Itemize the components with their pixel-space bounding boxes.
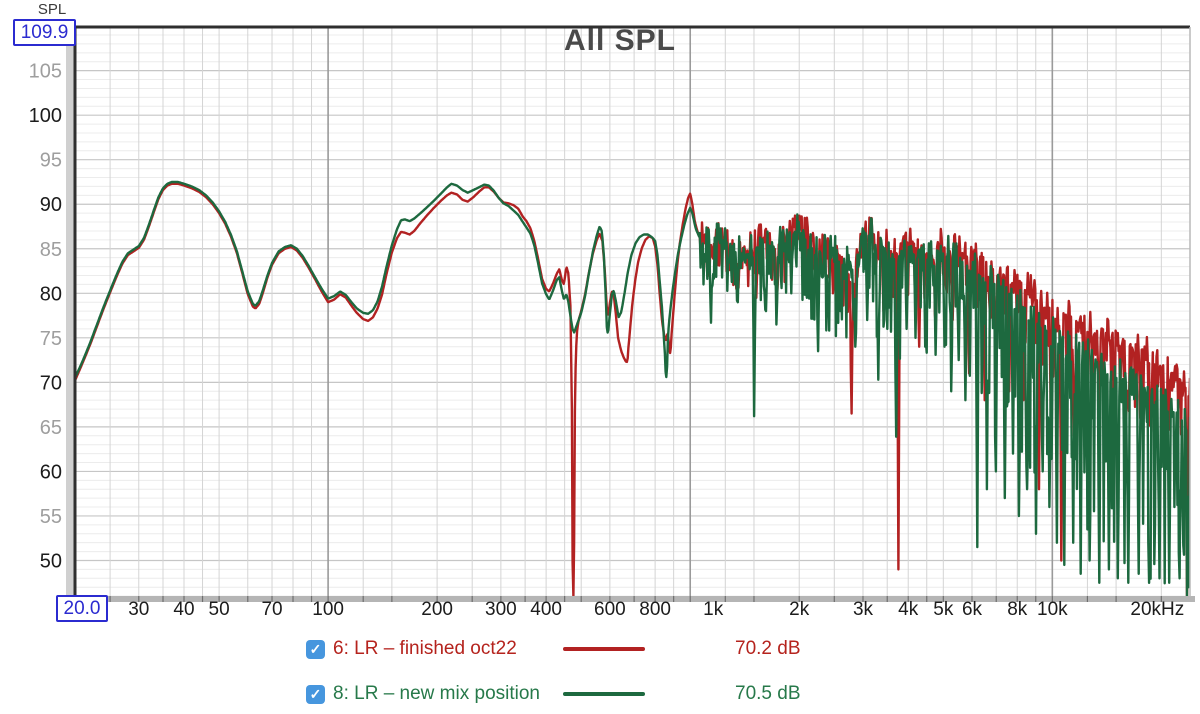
axis-labels: 105 100 95 90 85 80 75 70 65 60 55 50 30 40 50 70 100 200… [29,61,1185,620]
curve-8-lr-new-mix-position[interactable] [75,180,1190,598]
measurement-6-checkbox[interactable]: ✓ [306,639,325,659]
x-tick-200: 200 [421,599,453,620]
x-tick-600: 600 [594,599,626,620]
axes [66,25,1195,602]
measurement-6-label[interactable]: 6: LR – finished oct22 [333,638,517,659]
y-tick-100: 100 [29,105,62,127]
x-tick-4k: 4k [898,599,919,620]
x-tick-40: 40 [173,599,194,620]
x-tick-2k: 2k [789,599,810,620]
measurement-8-line-swatch [563,692,645,696]
x-tick-20kHz: 20kHz [1130,599,1184,620]
measurement-8-label[interactable]: 8: LR – new mix position [333,683,540,704]
x-tick-5k: 5k [933,599,954,620]
x-axis-left-readout[interactable]: 20.0 [56,595,108,622]
y-tick-80: 80 [40,283,62,305]
legend-row-measurement-6: ✓ 6: LR – finished oct22 70.2 dB [306,638,801,660]
x-tick-6k: 6k [962,599,983,620]
x-tick-3k: 3k [853,599,874,620]
checkmark-icon: ✓ [309,641,322,657]
x-tick-50: 50 [209,599,230,620]
x-tick-400: 400 [530,599,562,620]
y-axis-top-readout[interactable]: 109.9 [13,19,76,46]
y-tick-90: 90 [40,194,62,216]
legend-row-measurement-8: ✓ 8: LR – new mix position 70.5 dB [306,683,801,705]
measurement-6-line-swatch [563,647,645,651]
checkmark-icon: ✓ [309,686,322,702]
x-tick-800: 800 [639,599,671,620]
y-tick-95: 95 [40,150,62,172]
x-tick-1k: 1k [703,599,724,620]
y-tick-65: 65 [40,417,62,439]
measurement-6-level-value: 70.2 dB [735,638,801,659]
chart-title: All SPL [563,24,677,57]
x-tick-30: 30 [128,599,149,620]
y-tick-85: 85 [40,239,62,261]
y-tick-50: 50 [40,550,62,572]
y-tick-105: 105 [29,61,62,83]
x-tick-300: 300 [485,599,517,620]
y-tick-70: 70 [40,372,62,394]
y-tick-75: 75 [40,328,62,350]
curves [75,180,1190,598]
measurement-8-level-value: 70.5 dB [735,683,801,704]
measurement-8-checkbox[interactable]: ✓ [306,684,325,704]
x-tick-10k: 10k [1037,599,1068,620]
y-tick-60: 60 [40,461,62,483]
y-axis-unit-label: SPL [37,1,67,18]
x-tick-8k: 8k [1007,599,1028,620]
x-tick-70: 70 [261,599,282,620]
x-tick-100: 100 [312,599,344,620]
y-tick-55: 55 [40,506,62,528]
